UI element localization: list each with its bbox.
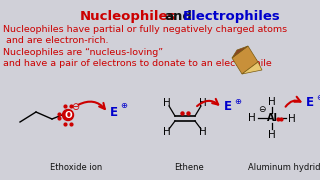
Text: Nucleophiles have partial or fully negatively charged atoms: Nucleophiles have partial or fully negat… — [3, 25, 287, 34]
Text: ⊕: ⊕ — [316, 93, 320, 102]
Text: Ethoxide ion: Ethoxide ion — [50, 163, 102, 172]
Text: H: H — [288, 114, 296, 124]
Text: Nucleophiles are “nucleus-loving”: Nucleophiles are “nucleus-loving” — [3, 48, 163, 57]
Text: and are electron-rich.: and are electron-rich. — [3, 36, 108, 45]
Text: and have a pair of electrons to donate to an electrophile: and have a pair of electrons to donate t… — [3, 59, 272, 68]
Text: Al: Al — [267, 113, 277, 123]
Text: H: H — [199, 98, 207, 108]
Text: E: E — [224, 100, 232, 114]
Text: H: H — [248, 113, 256, 123]
Circle shape — [62, 109, 74, 120]
Text: H: H — [268, 97, 276, 107]
Text: ⊕: ⊕ — [120, 102, 127, 111]
Text: Nucleophiles: Nucleophiles — [80, 10, 176, 23]
Text: O: O — [64, 111, 72, 120]
Text: H: H — [163, 98, 171, 108]
Polygon shape — [232, 46, 258, 74]
Polygon shape — [242, 62, 262, 74]
Text: ⊕: ⊕ — [234, 96, 241, 105]
Text: E: E — [306, 96, 314, 109]
Text: ⊖: ⊖ — [258, 105, 266, 114]
Text: E: E — [110, 105, 118, 118]
Text: H: H — [199, 127, 207, 137]
Text: H: H — [268, 130, 276, 140]
Text: ⊖: ⊖ — [71, 102, 79, 112]
Text: Aluminum hydride: Aluminum hydride — [248, 163, 320, 172]
Text: and: and — [164, 10, 192, 23]
Polygon shape — [232, 46, 248, 58]
Text: Ethene: Ethene — [174, 163, 204, 172]
Text: H: H — [163, 127, 171, 137]
Text: Electrophiles: Electrophiles — [183, 10, 281, 23]
